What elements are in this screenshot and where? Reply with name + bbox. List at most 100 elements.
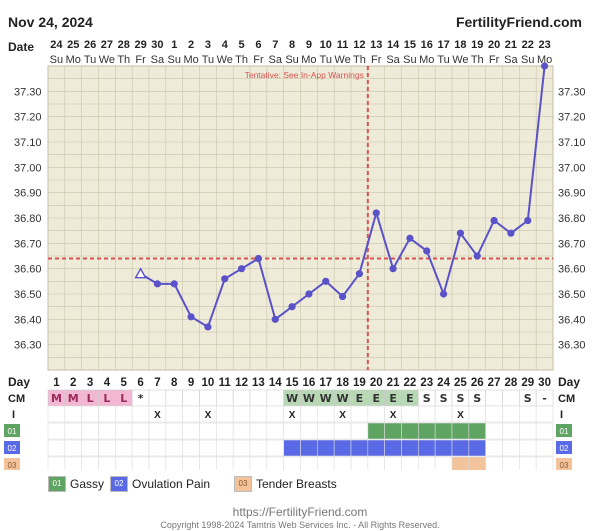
weekday-label-26: Fr xyxy=(489,54,500,66)
symptom-03-cell-23 xyxy=(434,456,453,470)
symptom-02-cell-10 xyxy=(216,439,234,457)
weekday-label-18: Th xyxy=(353,54,366,66)
symptom-01-cell-8 xyxy=(182,422,200,440)
warning-text: Tentative: See In-App Warnings xyxy=(245,70,364,80)
symptom-01-cell-17 xyxy=(333,422,352,440)
y-tick-left-5: 36.80 xyxy=(14,213,42,225)
cm-value-2: L xyxy=(87,392,94,405)
symptom-03-cell-12 xyxy=(249,456,268,470)
symptom-02-cell-6 xyxy=(148,439,167,457)
cycle-day-23: 24 xyxy=(437,377,450,389)
i-value-9: X xyxy=(205,410,212,421)
symptom-02-cell-16 xyxy=(317,439,335,457)
temp-point-16 xyxy=(322,277,330,285)
i-cell-29 xyxy=(535,405,554,423)
symptom-03-cell-19 xyxy=(367,456,385,470)
symptom-03-cell-1 xyxy=(64,456,82,470)
y-tick-right-8: 36.50 xyxy=(558,289,586,301)
cm-cell-9 xyxy=(199,389,217,407)
symptom-03-cell-15 xyxy=(300,456,318,470)
symptom-01-cell-1 xyxy=(64,422,82,440)
date-label-27: 21 xyxy=(505,39,517,51)
cm-cell-12 xyxy=(249,389,268,407)
symptom-01-cell-24 xyxy=(451,422,470,440)
i-value-14: X xyxy=(289,410,296,421)
symptom-01-cell-13 xyxy=(266,422,284,440)
symptom-03-cell-6 xyxy=(148,456,167,470)
weekday-label-2: Tu xyxy=(84,54,96,66)
symptom-01-cell-22 xyxy=(418,422,436,440)
i-cell-12 xyxy=(249,405,268,423)
cm-row-label-right: CM xyxy=(558,393,575,405)
date-label-20: 14 xyxy=(387,39,400,51)
date-label-18: 12 xyxy=(353,39,365,51)
temp-point-21 xyxy=(406,234,414,242)
symptom-03-cell-7 xyxy=(165,456,183,470)
symptom-01-cell-4 xyxy=(115,422,133,440)
i-cell-19 xyxy=(367,405,385,423)
footer-url[interactable]: https://FertilityFriend.com xyxy=(232,505,368,519)
cm-value-22: S xyxy=(423,392,431,405)
site-name: FertilityFriend.com xyxy=(455,14,582,30)
symptom-02-cell-27 xyxy=(502,439,520,457)
date-label-16: 10 xyxy=(320,39,332,51)
i-value-20: X xyxy=(390,410,397,421)
i-value-17: X xyxy=(339,410,346,421)
cm-value-23: S xyxy=(440,392,448,405)
symptom-code-left-02: 02 xyxy=(8,444,17,453)
symptom-01-cell-28 xyxy=(519,422,537,440)
symptom-01-cell-18 xyxy=(350,422,369,440)
legend-gassy-label: Gassy xyxy=(70,477,105,491)
weekday-label-6: Sa xyxy=(151,54,165,66)
symptom-02-cell-24 xyxy=(451,439,470,457)
date-label-12: 6 xyxy=(255,39,261,51)
temp-point-14 xyxy=(288,303,296,311)
date-label-19: 13 xyxy=(370,39,382,51)
symptom-02-cell-12 xyxy=(249,439,268,457)
temp-point-13 xyxy=(271,315,279,323)
symptom-01-cell-9 xyxy=(199,422,217,440)
temp-point-19 xyxy=(372,209,380,217)
cm-value-24: S xyxy=(456,392,464,405)
date-label-1: 25 xyxy=(67,39,79,51)
y-tick-left-0: 37.30 xyxy=(14,86,42,98)
i-cell-8 xyxy=(182,405,200,423)
cm-value-25: S xyxy=(473,392,481,405)
symptom-01-cell-0 xyxy=(47,422,66,440)
weekday-label-12: Fr xyxy=(253,54,264,66)
symptom-01-cell-25 xyxy=(468,422,486,440)
symptom-01-cell-14 xyxy=(283,422,301,440)
temp-point-8 xyxy=(187,313,195,321)
weekday-label-27: Sa xyxy=(504,54,518,66)
date-label-22: 16 xyxy=(421,39,433,51)
y-tick-left-1: 37.20 xyxy=(14,112,42,124)
date-label-8: 2 xyxy=(188,39,194,51)
i-cell-27 xyxy=(502,405,520,423)
symptom-02-cell-20 xyxy=(384,439,402,457)
temp-point-17 xyxy=(338,292,347,301)
symptom-03-cell-22 xyxy=(418,456,436,470)
cm-value-1: M xyxy=(68,392,79,405)
symptom-03-cell-16 xyxy=(317,456,335,470)
symptom-code-right-01: 01 xyxy=(560,427,569,436)
symptom-01-cell-5 xyxy=(131,422,150,440)
y-tick-right-1: 37.20 xyxy=(558,112,586,124)
i-cell-10 xyxy=(216,405,234,423)
cycle-day-14: 15 xyxy=(286,377,299,389)
symptom-02-cell-21 xyxy=(401,439,419,457)
symptom-02-cell-25 xyxy=(468,439,486,457)
date-label-3: 27 xyxy=(101,39,113,51)
weekday-label-13: Sa xyxy=(269,54,283,66)
legend-tender-breasts-label: Tender Breasts xyxy=(256,477,337,491)
symptom-02-cell-13 xyxy=(266,439,284,457)
cycle-day-24: 25 xyxy=(454,377,467,389)
date-label-0: 24 xyxy=(50,39,63,51)
footer-copyright: Copyright 1998-2024 Tamtris Web Services… xyxy=(160,520,440,530)
weekday-label-19: Fr xyxy=(371,54,382,66)
cm-cell-13 xyxy=(266,389,284,407)
symptom-03-cell-13 xyxy=(266,456,284,470)
symptom-tag-right-01 xyxy=(556,424,572,437)
weekday-label-22: Mo xyxy=(419,54,434,66)
y-tick-right-7: 36.60 xyxy=(558,264,586,276)
symptom-03-cell-25 xyxy=(468,456,486,470)
